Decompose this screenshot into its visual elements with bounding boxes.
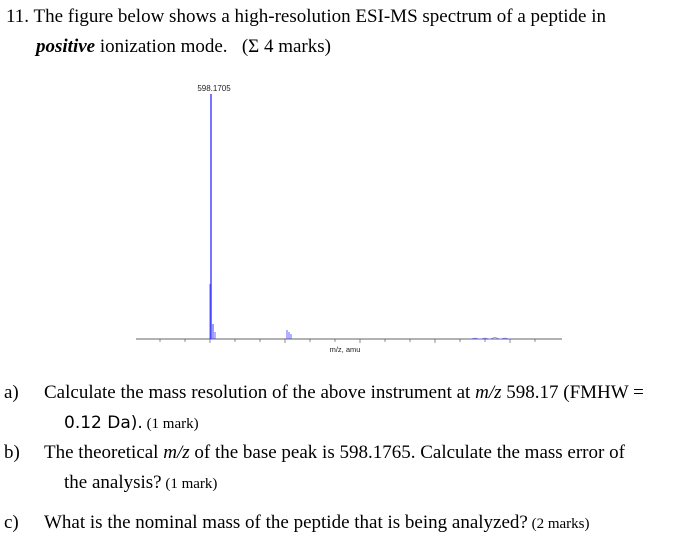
part-b-label: b) <box>4 442 20 463</box>
part-a-line-1: Calculate the mass resolution of the abo… <box>44 378 680 408</box>
part-a: a) Calculate the mass resolution of the … <box>4 378 680 439</box>
question-text-1: The figure below shows a high-resolution… <box>33 6 606 27</box>
part-a-marks: (1 mark) <box>142 416 199 432</box>
part-b: b) The theoretical m/z of the base peak … <box>4 438 680 499</box>
part-a-label: a) <box>4 382 19 403</box>
baseline-noise <box>469 337 511 340</box>
part-b-mz: m/z <box>163 442 190 463</box>
part-b-text-1b: of the base peak is 598.1765. Calculate … <box>189 442 625 463</box>
question-marks: (Σ 4 marks) <box>241 36 331 57</box>
part-a-text-2: 0.12 Da). <box>64 413 143 433</box>
part-b-line-1: The theoretical m/z of the base peak is … <box>44 438 680 468</box>
question-emphasis: positive <box>36 36 96 57</box>
mass-spectrum: 598.1705 m/z, amu <box>136 84 562 354</box>
question-header: 11. The figure below shows a high-resolu… <box>6 2 678 62</box>
part-b-text-1a: The theoretical <box>44 442 164 463</box>
part-b-text-2: the analysis? <box>64 472 162 493</box>
part-a-line-2: 0.12 Da). (1 mark) <box>64 408 680 439</box>
question-line-1: 11. The figure below shows a high-resolu… <box>6 2 678 32</box>
part-a-text-1: Calculate the mass resolution of the abo… <box>44 382 476 403</box>
x-axis-label: m/z, amu <box>330 345 361 354</box>
part-c-label: c) <box>4 512 19 533</box>
part-c-line-1: What is the nominal mass of the peptide … <box>44 508 680 539</box>
peak-label: 598.1705 <box>197 84 231 93</box>
question-text-2: ionization mode. <box>95 36 228 57</box>
part-b-marks: (1 mark) <box>161 476 218 492</box>
part-a-text-1b: 598.17 (FMHW = <box>501 382 644 403</box>
part-a-mz: m/z <box>475 382 502 403</box>
question-line-2: positive ionization mode. (Σ 4 marks) <box>6 32 678 62</box>
part-c-text-1: What is the nominal mass of the peptide … <box>44 512 528 533</box>
part-b-line-2: the analysis? (1 mark) <box>64 468 680 499</box>
part-c: c) What is the nominal mass of the pepti… <box>4 508 680 539</box>
question-number: 11. <box>6 6 30 27</box>
x-axis-ticks <box>159 339 536 343</box>
part-c-marks: (2 marks) <box>527 516 590 532</box>
